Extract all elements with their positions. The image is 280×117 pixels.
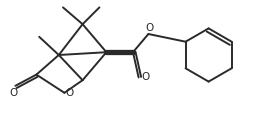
Text: O: O [9,88,17,98]
Text: O: O [141,72,150,82]
Text: O: O [65,88,74,98]
Text: O: O [145,23,153,33]
